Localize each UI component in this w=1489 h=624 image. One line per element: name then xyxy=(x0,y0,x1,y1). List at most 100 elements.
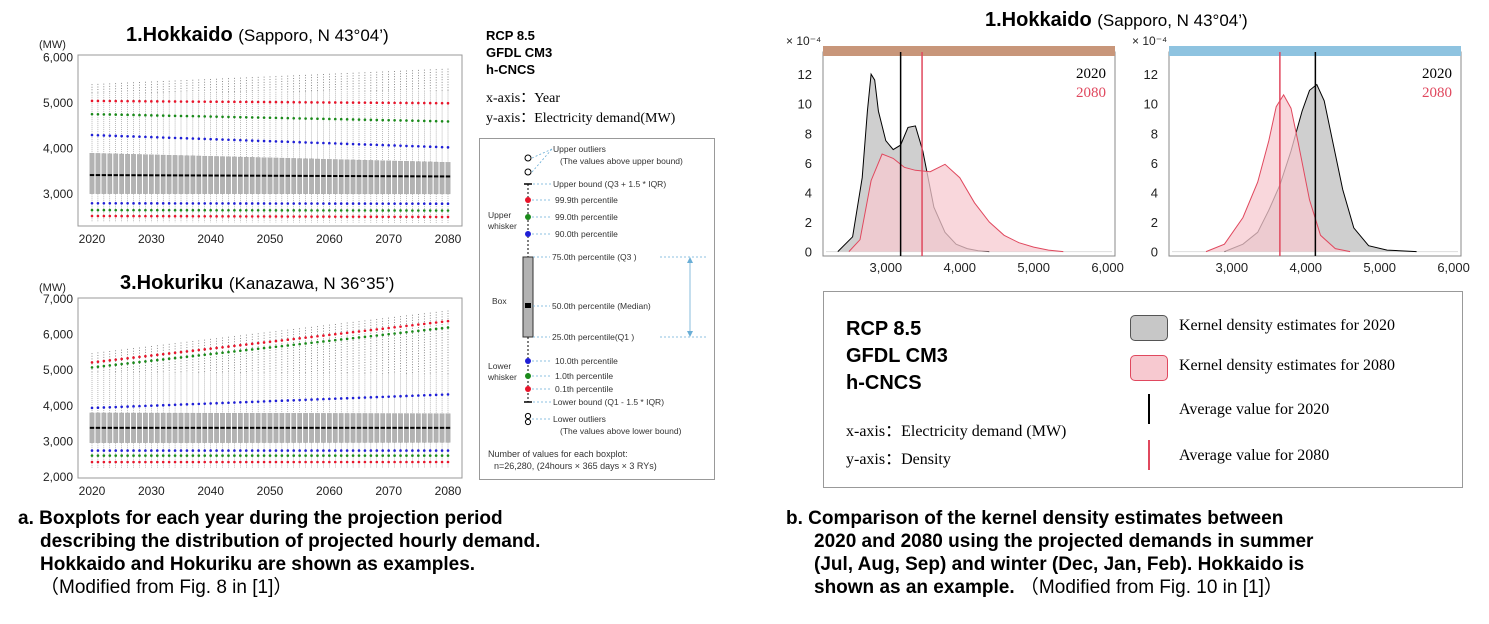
p010-marker xyxy=(304,209,307,212)
p001-marker xyxy=(90,460,94,464)
p001-marker xyxy=(405,460,408,464)
median-marker xyxy=(445,175,451,178)
p999-marker xyxy=(292,100,296,104)
p900-marker xyxy=(446,393,450,396)
x-tick-label: 2020 xyxy=(79,484,106,498)
p100-marker xyxy=(428,449,432,452)
p001-marker xyxy=(114,214,118,218)
legend-swatch-2080 xyxy=(1130,355,1168,381)
hokkaido-title: 1.Hokkaido (Sapporo, N 43°04’) xyxy=(126,24,389,47)
median-marker xyxy=(321,426,326,429)
p100-marker xyxy=(357,202,361,205)
y-tick-label: 2 xyxy=(1151,215,1158,230)
p990-marker xyxy=(244,348,248,352)
median-marker xyxy=(439,175,445,178)
p999-marker xyxy=(339,332,343,335)
p990-marker xyxy=(150,359,153,363)
p900-marker xyxy=(381,395,385,399)
p100-marker xyxy=(108,201,112,205)
p900-marker xyxy=(339,397,343,400)
p010-marker xyxy=(96,208,100,212)
p100-marker xyxy=(262,202,266,205)
median-marker xyxy=(113,174,118,177)
p001-marker xyxy=(310,460,313,464)
p990-marker xyxy=(292,116,296,120)
p010-marker xyxy=(185,454,189,457)
y-tick-label: 8 xyxy=(1151,126,1158,141)
median-marker xyxy=(273,426,279,429)
y-tick-label: 0 xyxy=(1151,245,1158,260)
legend-avg-2020: Average value for 2020 xyxy=(1179,401,1330,418)
p900-marker xyxy=(387,395,390,398)
median-marker xyxy=(339,426,344,429)
p990-marker xyxy=(434,119,438,123)
p999-marker xyxy=(280,100,284,104)
p900-marker xyxy=(393,144,396,147)
y-tick-label: 4 xyxy=(1151,185,1158,200)
median-marker xyxy=(232,174,237,177)
p100-marker xyxy=(322,449,325,452)
p001-marker xyxy=(304,460,307,464)
p100-marker xyxy=(417,449,420,452)
p990-marker xyxy=(422,328,426,332)
scenario-method-right: h-CNCS xyxy=(846,372,922,394)
p990-marker xyxy=(310,341,313,345)
p900-marker xyxy=(411,144,414,148)
median-marker xyxy=(184,174,190,177)
legend-avg-2080: Average value for 2080 xyxy=(1179,447,1330,464)
p900-marker xyxy=(274,399,278,403)
legend-lower-whisker-2: whisker xyxy=(487,372,517,382)
box xyxy=(107,153,113,194)
p990-marker xyxy=(328,339,331,343)
p010-marker xyxy=(90,208,94,212)
p010-marker xyxy=(328,209,331,212)
hokuriku-subtitle: (Kanazawa, N 36°35’) xyxy=(228,274,395,293)
p100-marker xyxy=(411,449,414,452)
median-marker xyxy=(214,426,219,429)
p100-marker xyxy=(387,449,390,452)
p100-marker xyxy=(167,202,171,205)
p010-marker xyxy=(155,454,159,457)
p990-marker xyxy=(333,117,337,121)
p999-marker xyxy=(428,101,432,105)
p001-marker xyxy=(393,460,396,464)
p100-marker xyxy=(369,449,373,452)
p100-marker xyxy=(428,202,432,205)
box xyxy=(392,160,397,195)
p100-marker xyxy=(197,202,201,205)
median-marker xyxy=(344,426,350,429)
legend-upper-bound: Upper bound (Q3 + 1.5 * IQR) xyxy=(553,179,666,189)
p001-marker xyxy=(138,460,141,464)
p900-marker xyxy=(345,396,349,400)
p900-marker xyxy=(298,140,301,144)
p001-marker xyxy=(239,460,242,464)
p010-marker xyxy=(262,209,266,212)
p001-marker xyxy=(292,215,296,218)
p001-marker xyxy=(244,460,248,464)
p990-marker xyxy=(108,113,112,116)
p001-marker xyxy=(411,215,414,219)
p100-marker xyxy=(209,449,212,452)
caption-left-line1: a. Boxplots for each year during the pro… xyxy=(18,508,503,529)
p990-marker xyxy=(440,119,444,123)
p010-marker xyxy=(405,454,408,457)
p999-marker xyxy=(286,100,290,104)
p900-marker xyxy=(244,400,248,404)
p990-marker xyxy=(387,332,390,336)
p999-marker xyxy=(132,356,135,359)
p900-marker xyxy=(179,403,183,406)
median-marker xyxy=(137,426,142,429)
p990-marker xyxy=(428,119,432,123)
p999-marker xyxy=(227,100,230,104)
p900-marker xyxy=(405,394,408,398)
p999-marker xyxy=(268,340,272,344)
p100-marker xyxy=(155,202,159,205)
p100-marker xyxy=(239,449,242,452)
p900-marker xyxy=(292,140,296,144)
p999-marker xyxy=(114,99,118,103)
p990-marker xyxy=(90,366,94,369)
median-marker xyxy=(291,174,296,177)
p900-marker xyxy=(328,397,331,401)
p100-marker xyxy=(345,202,349,205)
median-marker xyxy=(196,426,201,429)
